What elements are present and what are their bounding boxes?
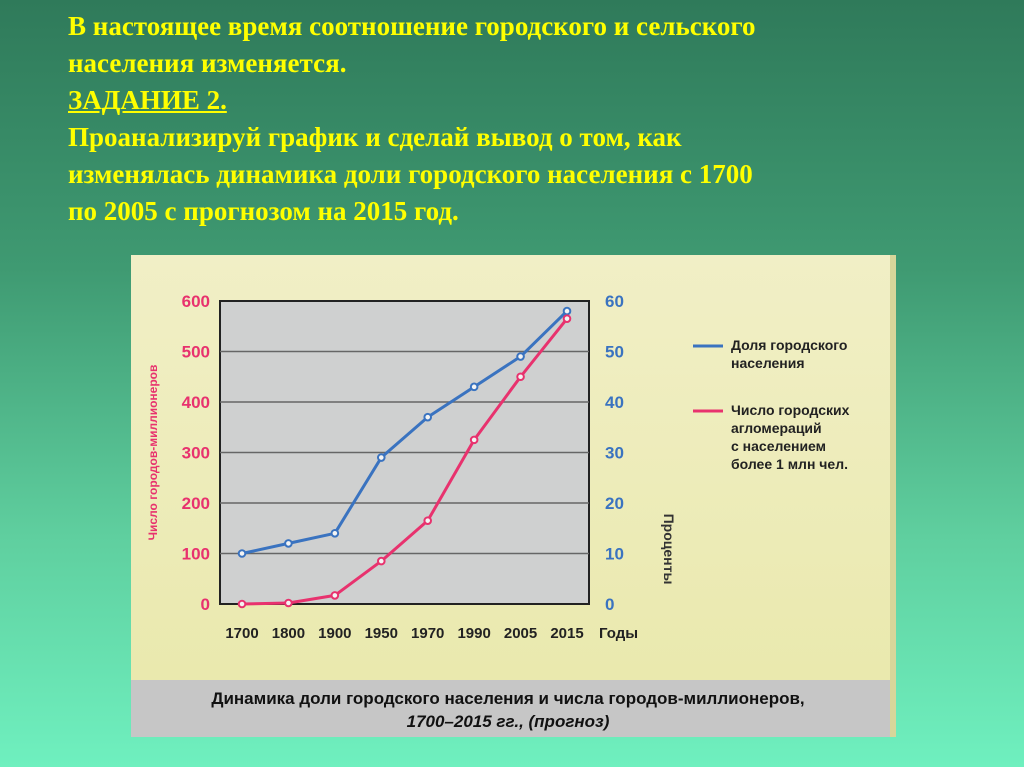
header-line-5: изменялась динамика доли городского насе… — [68, 159, 753, 189]
chart-figure: 0 100 200 300 400 500 600 0 10 20 30 40 50 60 1700 1800… — [131, 255, 896, 737]
y-left-tick-label: 600 — [182, 292, 210, 311]
series-1-point — [376, 453, 386, 462]
x-tick-label: 1900 — [318, 625, 351, 642]
y-left-axis-title: Число городов-миллионеров — [146, 365, 160, 541]
y-left-tick-label: 100 — [182, 545, 210, 564]
x-axis-label: Годы — [599, 625, 638, 642]
series-2-point — [237, 599, 247, 609]
y-right-axis-title: Проценты — [661, 514, 677, 585]
series-1-point — [562, 306, 572, 316]
chart-svg: 0 100 200 300 400 500 600 0 10 20 30 40 50 60 1700 1800… — [131, 292, 890, 737]
task-title: ЗАДАНИЕ 2. — [68, 85, 227, 115]
y-right-tick-label: 40 — [605, 393, 624, 412]
header-line-4: Проанализируй график и сделай вывод о то… — [68, 122, 682, 152]
header-line-6: по 2005 с прогнозом на 2015 год. — [68, 196, 459, 226]
x-tick-label: 2005 — [504, 625, 537, 642]
series-2-point — [284, 598, 293, 608]
x-tick-label: 1950 — [365, 625, 398, 642]
x-tick-label: 1990 — [457, 625, 490, 642]
series-line-2 — [241, 317, 569, 606]
y-right-tick-label: 0 — [605, 595, 614, 614]
y-right-tick-label: 10 — [605, 545, 624, 564]
legend-label: агломераций — [731, 420, 822, 436]
y-left-tick-label: 200 — [182, 494, 210, 513]
y-right-tick-label: 60 — [605, 292, 624, 311]
caption-band — [131, 680, 890, 737]
series-1-point — [516, 352, 525, 361]
x-tick-label: 1800 — [272, 625, 305, 642]
y-right-tick-label: 20 — [605, 494, 624, 513]
series-2-point — [330, 591, 340, 600]
y-left-tick-label: 300 — [182, 444, 210, 463]
series-1-point — [330, 529, 340, 538]
y-left-tick-label: 400 — [182, 393, 210, 412]
slide-header: В настоящее время соотношение городского… — [68, 8, 1008, 230]
series-2-point — [376, 556, 386, 566]
x-tick-label: 1970 — [411, 625, 444, 642]
series-2-point — [469, 435, 479, 445]
series-1-point — [423, 412, 433, 422]
x-tick-label: 1700 — [225, 625, 258, 642]
series-2-point — [516, 372, 525, 382]
series-1-point — [237, 549, 247, 558]
legend-label: Число городских — [731, 402, 850, 418]
y-right-tick-label: 50 — [605, 343, 624, 362]
caption-line-2: 1700–2015 гг., (прогноз) — [407, 712, 610, 731]
legend-label: более 1 млн чел. — [731, 456, 848, 472]
header-line-1: В настоящее время соотношение городского… — [68, 11, 756, 41]
series-1-point — [469, 382, 479, 392]
legend-label: Доля городского — [731, 337, 847, 353]
x-tick-label: 2015 — [550, 625, 583, 642]
series-1-point — [284, 539, 293, 548]
header-line-2: населения изменяется. — [68, 48, 347, 78]
series-line-1 — [241, 310, 569, 555]
y-left-tick-label: 0 — [201, 595, 210, 614]
caption-line-1: Динамика доли городского населения и чис… — [211, 689, 804, 708]
series-2-point — [562, 314, 572, 323]
y-left-tick-label: 500 — [182, 343, 210, 362]
legend-label: с населением — [731, 438, 826, 454]
series-2-point — [423, 516, 433, 525]
legend-label: населения — [731, 355, 805, 371]
y-right-tick-label: 30 — [605, 444, 624, 463]
